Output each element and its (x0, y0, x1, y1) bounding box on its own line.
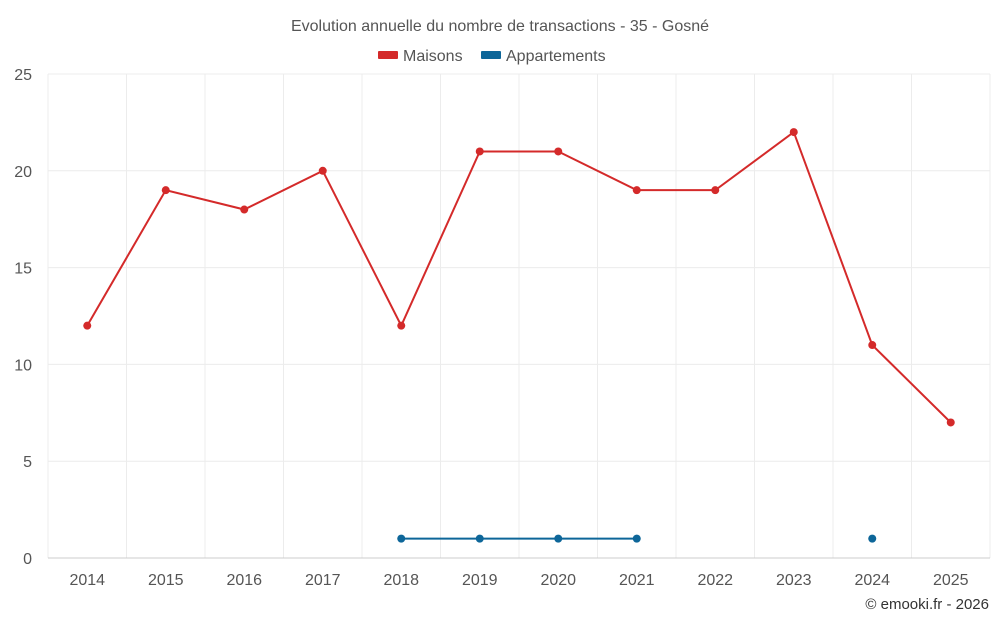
x-tick-label: 2022 (697, 572, 733, 589)
x-tick-label: 2017 (305, 572, 341, 589)
data-point-appartements[interactable] (554, 534, 563, 543)
x-tick-label: 2019 (462, 572, 498, 589)
legend-item-maisons[interactable]: Maisons (378, 48, 463, 65)
data-point-maisons[interactable] (318, 166, 327, 175)
data-point-appartements[interactable] (632, 534, 641, 543)
x-tick-label: 2018 (383, 572, 419, 589)
data-point-maisons[interactable] (711, 186, 720, 195)
x-tick-label: 2025 (933, 572, 969, 589)
x-tick-label: 2016 (226, 572, 262, 589)
x-tick-label: 2020 (540, 572, 576, 589)
data-point-maisons[interactable] (83, 321, 92, 330)
data-point-maisons[interactable] (789, 128, 798, 137)
series-maisons (83, 128, 955, 427)
data-point-maisons[interactable] (161, 186, 170, 195)
data-point-maisons[interactable] (554, 147, 563, 156)
legend-item-appartements[interactable]: Appartements (481, 48, 606, 65)
x-tick-label: 2024 (854, 572, 890, 589)
data-point-appartements[interactable] (868, 534, 877, 543)
data-point-maisons[interactable] (475, 147, 484, 156)
x-tick-label: 2015 (148, 572, 184, 589)
chart-title: Evolution annuelle du nombre de transact… (291, 18, 709, 35)
data-point-maisons[interactable] (240, 205, 249, 214)
y-tick-label: 20 (14, 164, 32, 181)
data-point-appartements[interactable] (475, 534, 484, 543)
data-point-appartements[interactable] (397, 534, 406, 543)
x-gridlines (47, 74, 991, 558)
x-tick-label: 2023 (776, 572, 812, 589)
legend-label-maisons: Maisons (403, 48, 463, 65)
y-tick-label: 15 (14, 261, 32, 278)
data-point-maisons[interactable] (397, 321, 406, 330)
data-point-maisons[interactable] (946, 418, 955, 427)
x-axis: 2014 2015 2016 2017 2018 2019 2020 2021 2022 2023… (69, 572, 968, 589)
series-appartements (397, 534, 877, 543)
x-tick-label: 2014 (69, 572, 105, 589)
series-line-maisons (86, 130, 952, 424)
series-layer (83, 128, 955, 543)
y-axis: 0 5 10 15 20 25 (14, 67, 32, 568)
data-point-maisons[interactable] (632, 186, 641, 195)
data-point-maisons[interactable] (868, 341, 877, 350)
y-tick-label: 25 (14, 67, 32, 84)
legend-swatch-appartements (481, 51, 501, 59)
legend-swatch-maisons (378, 51, 398, 59)
y-tick-label: 10 (14, 357, 32, 374)
credit-text: © emooki.fr - 2026 (865, 596, 989, 613)
legend: Maisons Appartements (378, 48, 606, 65)
y-tick-label: 0 (23, 551, 32, 568)
y-tick-label: 5 (23, 454, 32, 471)
legend-label-appartements: Appartements (506, 48, 606, 65)
x-tick-label: 2021 (619, 572, 655, 589)
